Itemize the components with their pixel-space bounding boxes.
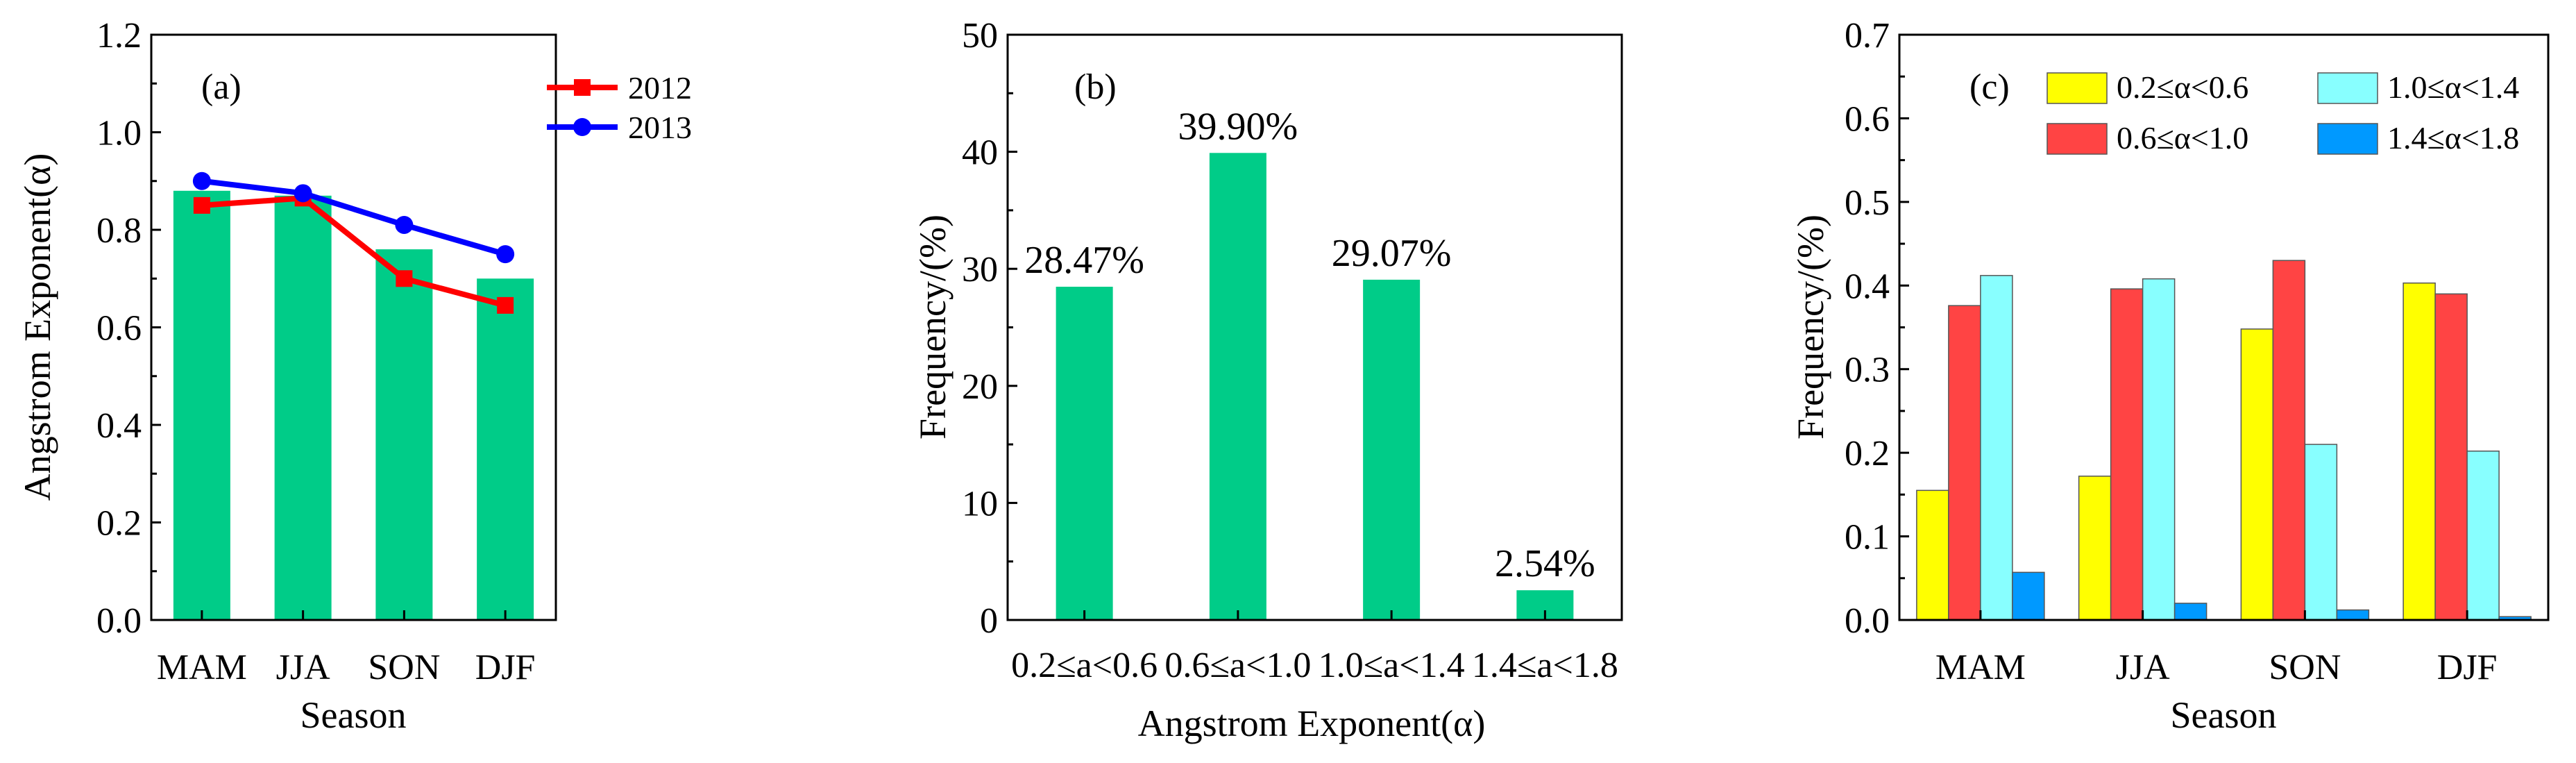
y-tick-label: 0.0 xyxy=(96,601,142,641)
marker-2013-djf xyxy=(496,245,515,264)
legend-label-4: 1.4≤α<1.8 xyxy=(2387,120,2519,156)
y-tick-label: 1.0 xyxy=(96,114,142,153)
panel-c-xlabel: Season xyxy=(2171,694,2277,736)
x-tick-label: 1.0≤a<1.4 xyxy=(1319,646,1465,685)
legend-label-2: 0.6≤α<1.0 xyxy=(2117,120,2248,156)
legend-swatch-3 xyxy=(2317,72,2378,104)
legend-2012-label: 2012 xyxy=(628,70,692,106)
data-label: 2.54% xyxy=(1495,542,1595,585)
y-tick-label: 1.2 xyxy=(96,16,142,56)
legend-2013-label: 2013 xyxy=(628,110,692,145)
x-tick-label: DJF xyxy=(475,648,536,687)
data-label: 28.47% xyxy=(1024,239,1144,282)
panel-a: 0.0 0.2 0.4 0.6 0.8 1.0 1.2 MAM JJA SON DJF (a) 2… xyxy=(17,16,692,736)
y-tick-label: 30 xyxy=(962,250,998,290)
bar-jja-series-2 xyxy=(2110,288,2144,621)
marker-2013-mam xyxy=(192,171,211,190)
bar-mam-series-4 xyxy=(2012,571,2045,621)
y-tick-label: 0.2 xyxy=(96,504,142,544)
data-label: 39.90% xyxy=(1178,105,1298,148)
y-tick-label: 0.6 xyxy=(96,309,142,349)
panel-a-legend: 2012 2013 xyxy=(547,70,692,145)
bar-djf-series-2 xyxy=(2434,293,2468,621)
marker-2013-son xyxy=(395,215,414,234)
y-tick-label: 0.6 xyxy=(1845,99,1890,139)
y-tick-label: 0 xyxy=(980,601,998,641)
panel-a-ylabel: Angstrom Exponent(α) xyxy=(17,153,58,501)
legend-label-1: 0.2≤α<0.6 xyxy=(2117,69,2248,105)
y-tick-label: 0.3 xyxy=(1845,351,1890,390)
y-tick-label: 0.8 xyxy=(96,211,142,251)
panel-c-ylabel: Frequency/(%) xyxy=(1790,215,1831,439)
bar-son xyxy=(375,249,433,621)
panel-c-legend: 0.2≤α<0.6 1.0≤α<1.4 0.6≤α<1.0 1.4≤α<1.8 xyxy=(2047,69,2519,156)
bar-djf xyxy=(477,278,534,620)
y-tick-label: 0.2 xyxy=(1845,434,1890,473)
panel-a-xlabel: Season xyxy=(300,694,407,736)
panel-b-label: (b) xyxy=(1074,67,1117,107)
panel-b-xlabel: Angstrom Exponent(α) xyxy=(1138,703,1486,744)
y-tick-label: 0.0 xyxy=(1845,601,1890,641)
x-tick-label: SON xyxy=(368,648,440,687)
x-tick-label: JJA xyxy=(276,648,330,687)
y-tick-label: 0.1 xyxy=(1845,518,1890,557)
bar-son-series-1 xyxy=(2240,328,2274,621)
bar-3 xyxy=(1363,279,1421,620)
x-tick-label: SON xyxy=(2269,648,2341,687)
x-tick-label: 1.4≤a<1.8 xyxy=(1472,646,1618,685)
legend-swatch-4 xyxy=(2317,123,2378,155)
y-tick-label: 10 xyxy=(962,484,998,523)
bar-son-series-4 xyxy=(2336,609,2370,621)
bar-jja-series-1 xyxy=(2078,476,2112,621)
panel-c: 0.0 0.1 0.2 0.3 0.4 0.5 0.6 0.7 MAM JJA SON DJF (c… xyxy=(1790,16,2550,736)
bar-mam-series-2 xyxy=(1948,305,1981,621)
bar-jja xyxy=(274,195,332,620)
x-tick-label: 0.6≤a<1.0 xyxy=(1164,646,1311,685)
bar-djf-series-1 xyxy=(2403,282,2436,621)
panel-b-ylabel: Frequency/(%) xyxy=(912,215,954,439)
bar-2 xyxy=(1209,153,1266,620)
bar-1 xyxy=(1056,286,1113,620)
y-tick-label: 0.7 xyxy=(1845,16,1890,56)
panel-b: 0 10 20 30 40 50 0.2≤a<0.6 0.6≤a<1.0 1.0≤a<1.4 1… xyxy=(912,16,1623,744)
x-tick-label: 0.2≤a<0.6 xyxy=(1011,646,1158,685)
marker-2013-jja xyxy=(294,184,312,203)
y-tick-label: 0.4 xyxy=(96,406,142,446)
y-tick-label: 40 xyxy=(962,133,998,173)
y-tick-label: 0.4 xyxy=(1845,267,1890,306)
legend-2012-marker xyxy=(574,79,591,96)
bar-son-series-3 xyxy=(2304,444,2338,621)
y-tick-label: 0.5 xyxy=(1845,183,1890,223)
bar-mam-series-1 xyxy=(1916,489,1949,621)
bar-djf-series-3 xyxy=(2466,450,2500,621)
y-tick-label: 50 xyxy=(962,16,998,56)
legend-2013-marker xyxy=(573,118,591,136)
x-tick-label: MAM xyxy=(157,648,247,687)
data-label: 29.07% xyxy=(1332,232,1452,275)
panel-c-label: (c) xyxy=(1969,67,2010,107)
marker-2012-djf xyxy=(497,296,514,314)
marker-2012-mam xyxy=(193,196,210,214)
bar-son-series-2 xyxy=(2272,260,2306,621)
x-tick-label: JJA xyxy=(2116,648,2170,687)
marker-2012-son xyxy=(396,270,413,287)
bar-mam-series-3 xyxy=(1980,275,2013,621)
bar-mam xyxy=(173,190,230,620)
bar-jja-series-4 xyxy=(2174,603,2208,621)
x-tick-label: MAM xyxy=(1935,648,2026,687)
line-2013 xyxy=(201,178,507,257)
legend-label-3: 1.0≤α<1.4 xyxy=(2387,69,2519,105)
bar-jja-series-3 xyxy=(2142,278,2176,621)
line-2012 xyxy=(201,195,507,308)
legend-swatch-2 xyxy=(2047,123,2108,155)
x-tick-label: DJF xyxy=(2437,648,2498,687)
panel-a-label: (a) xyxy=(201,67,242,107)
y-tick-label: 20 xyxy=(962,367,998,407)
legend-swatch-1 xyxy=(2047,72,2108,104)
